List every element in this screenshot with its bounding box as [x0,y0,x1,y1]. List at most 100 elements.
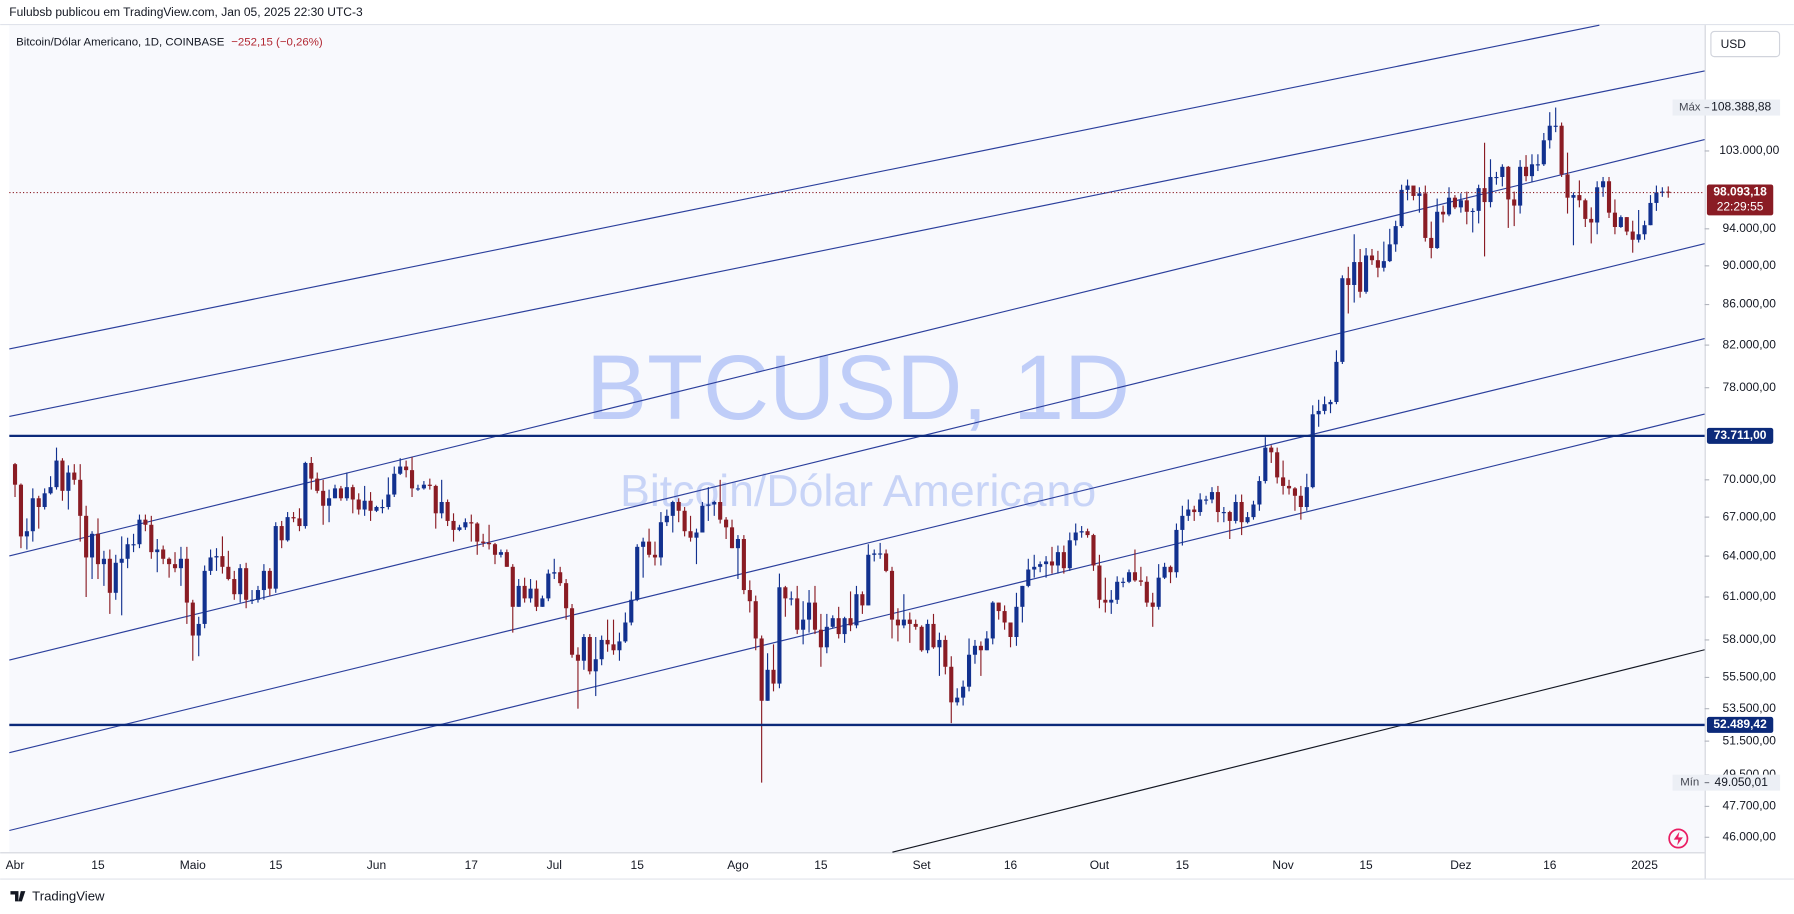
candle-body [1624,217,1629,232]
x-tick-label: Ago [727,858,749,872]
y-tick-label: 58.000,00 [1723,632,1777,646]
alert-icon[interactable] [1668,828,1689,849]
candle-body [1512,199,1517,206]
x-tick-label: 15 [91,858,105,872]
candle-body [664,515,669,523]
candle-body [937,639,942,648]
candle-body [735,538,741,549]
candle-body [374,507,379,511]
current-price-box [1706,184,1774,216]
candle-body [303,462,308,527]
candle-body [309,462,314,479]
candle-body [445,501,450,521]
candle-body [433,485,438,514]
candle-body [1198,499,1203,513]
candle-body [1589,218,1594,223]
candle-body [635,546,640,600]
candle-body [801,619,806,630]
candle-body [1441,211,1446,215]
candle-body [1435,211,1440,249]
candle-body [955,697,960,703]
candle-body [487,542,492,545]
candle-body [392,473,397,495]
candle-body [741,538,746,591]
candle-body [1393,226,1398,245]
candle-body [1097,565,1102,600]
candle-body [202,570,207,624]
candle-body [1452,197,1457,208]
candle-body [1399,189,1404,227]
candle-body [184,558,189,603]
candle-body [1192,509,1197,513]
candle-body [1156,577,1161,607]
candle-body [238,568,243,595]
candle-body [161,549,166,559]
candle-body [113,562,118,593]
candle-body [1014,606,1019,637]
candle-body [131,544,136,546]
candle-body [1079,531,1084,533]
candle-body [907,619,912,624]
candle-body [1571,195,1576,198]
plot-area [9,25,1705,853]
price-line-label-box [1706,427,1774,444]
candle-body [1500,166,1505,177]
candle-body [759,638,764,701]
candle-body [1630,231,1635,240]
candle-body [1476,188,1481,211]
candle-body [706,504,711,506]
candle-body [901,619,906,626]
candle-body [285,517,290,541]
currency-box[interactable] [1710,30,1781,58]
high-marker-text: Máx [1679,102,1701,114]
candle-body [1257,481,1262,505]
candle-body [1020,585,1025,607]
candle-body [1553,125,1558,127]
candle-body [350,487,355,500]
brand-logo [10,891,26,902]
candle-body [789,598,794,600]
candle-body [492,544,498,555]
candle-body [1494,176,1499,179]
candle-body [143,519,148,525]
x-tick-label: Jul [547,858,562,872]
x-tick-label: 17 [465,858,479,872]
x-tick-label: Set [913,858,932,872]
candle-body [1429,237,1434,249]
candle-body [1067,540,1072,569]
candle-body [504,552,509,567]
countdown: 22:29:55 [1717,200,1764,214]
candle-body [1292,488,1298,496]
candle-body [481,541,486,543]
candle-body [1316,410,1321,415]
y-tick-label: 53.500,00 [1723,701,1777,715]
channel-line [9,70,1705,417]
candle-body [1618,217,1623,228]
candle-body [1523,166,1529,177]
candle-body [415,488,421,490]
candle-body [214,556,219,558]
candle-body [670,501,675,516]
candle-body [404,466,409,471]
candle-body [1660,191,1665,193]
candle-body [771,669,776,684]
candle-body [1150,602,1155,607]
channel-line [9,139,1705,557]
candle-body [1281,477,1286,486]
candle-body [913,623,918,627]
channel-line [9,243,1705,661]
candle-body [516,585,521,607]
candle-body [854,594,859,626]
candle-body [996,602,1001,612]
candle-body [149,524,154,553]
candle-body [540,598,545,607]
candle-body [694,532,699,538]
candle-body [155,549,160,553]
candle-body [688,531,693,538]
candle-body [641,541,646,547]
currency[interactable]: USD [1721,37,1747,51]
channel-line [9,24,1600,350]
candle-body [18,484,24,537]
candle-body [84,515,89,558]
candle-body [1654,192,1659,203]
